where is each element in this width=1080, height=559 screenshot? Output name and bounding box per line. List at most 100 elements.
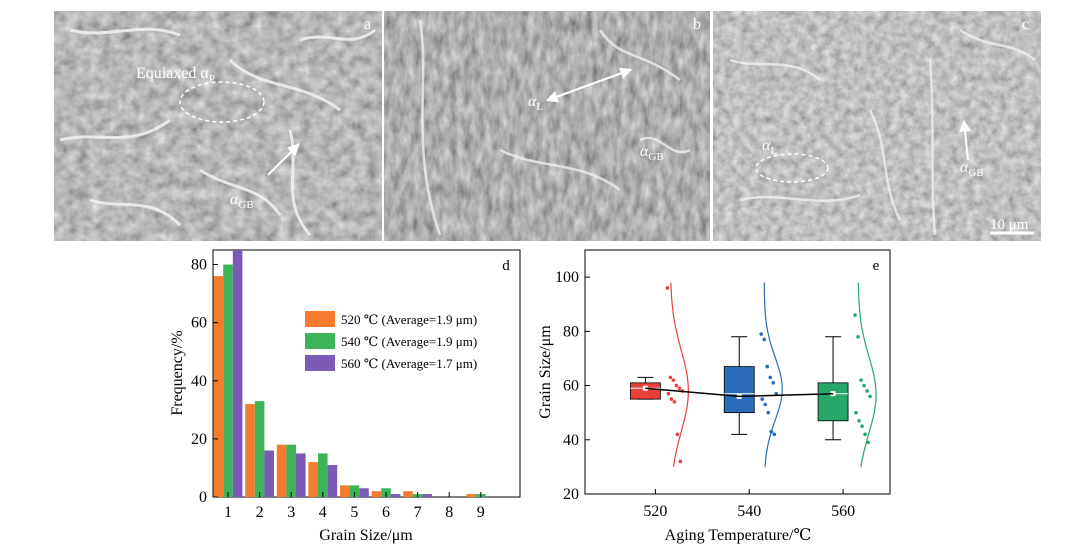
equiaxed-region-ellipse	[179, 81, 265, 123]
data-point	[865, 389, 869, 393]
bar-3-cat-7	[422, 494, 432, 497]
arrow-gb-c	[959, 119, 971, 161]
label-equiaxed-alpha-p: Equiaxed αP	[136, 65, 215, 85]
micrograph-a-boundaries	[59, 27, 376, 236]
legend-swatch-3	[305, 355, 335, 371]
x-tick-label: 560	[831, 503, 855, 520]
lath-region-ellipse	[755, 153, 829, 183]
data-point	[674, 383, 679, 388]
x-tick-label: 9	[477, 504, 485, 521]
bar-1-cat-9	[466, 494, 476, 497]
bar-3-cat-1	[232, 250, 243, 497]
data-point	[665, 286, 670, 290]
micrograph-a: Equiaxed αP αGB a	[54, 11, 382, 241]
box-520	[629, 382, 661, 400]
chart-d-x-ticks: 1 2 3 4 5 6 7 8 9	[224, 492, 485, 521]
chart-grain-size-boxplot: 20 40 60 80 100 520 540 560 Aging Temperature/…	[537, 249, 891, 544]
distribution-curve	[857, 282, 877, 467]
bar-3-cat-3	[296, 453, 306, 497]
data-point	[671, 378, 676, 382]
chart-d-x-label: Grain Size/μm	[319, 527, 413, 544]
x-tick-label: 8	[445, 504, 453, 521]
bar-1-cat-2	[245, 404, 255, 497]
bar-3-cat-2	[264, 450, 274, 497]
bar-2-cat-2	[254, 401, 265, 497]
bar-2-cat-4	[318, 453, 328, 497]
scale-bar-label: 10 μm	[990, 217, 1029, 233]
bar-1-cat-1	[213, 276, 224, 497]
legend-swatch-1	[305, 311, 335, 327]
x-tick-label: 540	[737, 503, 761, 520]
y-tick-label: 40	[191, 373, 207, 390]
bar-1-cat-5	[340, 485, 350, 497]
chart-e-x-label: Aging Temperature/℃	[665, 527, 812, 544]
bar-3-cat-6	[390, 494, 401, 497]
y-tick-label: 60	[191, 315, 207, 332]
x-tick-label: 3	[287, 504, 295, 521]
data-point	[868, 394, 872, 399]
legend-label-3: 560 ℃ (Average=1.7 μm)	[341, 356, 477, 371]
chart-e-mean-line	[645, 387, 834, 398]
label-alpha-gb-c: αGB	[960, 159, 984, 179]
data-point	[859, 378, 863, 382]
legend-label-2: 540 ℃ (Average=1.9 μm)	[341, 334, 477, 349]
data-point	[668, 375, 673, 380]
data-point	[763, 402, 768, 407]
bar-1-cat-6	[371, 491, 382, 497]
x-tick-label: 2	[256, 504, 264, 521]
panel-letter-c: c	[1022, 16, 1029, 33]
panel-letter-d: d	[502, 258, 510, 274]
data-point	[857, 419, 861, 423]
micrograph-b-boundaries	[418, 19, 691, 236]
data-point	[760, 397, 765, 401]
box-group-560	[817, 282, 877, 467]
bar-2-cat-1	[223, 264, 233, 497]
box-560	[817, 382, 849, 422]
data-point	[669, 397, 674, 401]
chart-e-y-ticks: 20 40 60 80 100	[555, 269, 590, 503]
bar-1-cat-3	[276, 444, 287, 497]
y-tick-label: 40	[563, 432, 579, 449]
x-tick-label: 520	[643, 503, 667, 520]
chart-e-groups	[629, 282, 877, 467]
bar-1-cat-4	[308, 462, 318, 497]
micrograph-c: αL αGB 10 μm c	[713, 11, 1041, 241]
distribution-curve	[763, 282, 783, 467]
y-tick-label: 100	[555, 269, 579, 286]
y-tick-label: 20	[191, 431, 207, 448]
bar-2-cat-3	[286, 444, 296, 497]
micrograph-b-texture	[384, 11, 710, 241]
x-tick-label: 5	[350, 504, 358, 521]
legend-swatch-2	[305, 333, 335, 349]
panel-letter-e: e	[873, 258, 880, 274]
x-tick-label: 7	[414, 504, 422, 521]
bar-3-cat-4	[327, 465, 338, 497]
y-tick-label: 60	[563, 378, 579, 395]
distribution-curve	[670, 282, 690, 467]
data-point	[765, 364, 770, 369]
arrow-gb-a	[267, 143, 300, 176]
legend-label-1: 520 ℃ (Average=1.9 μm)	[341, 312, 477, 327]
data-point	[762, 337, 767, 342]
bar-1-cat-7	[403, 491, 413, 497]
label-alpha-l-c: αL	[762, 137, 777, 157]
data-point	[675, 432, 680, 437]
data-point	[856, 334, 860, 339]
box-group-520	[629, 282, 690, 467]
micrograph-c-boundaries	[729, 28, 1036, 236]
label-alpha-l-b: αL	[528, 93, 543, 113]
micrograph-a-texture	[54, 11, 382, 241]
y-tick-label: 20	[563, 486, 579, 503]
chart-e-frame	[584, 249, 891, 495]
x-tick-label: 1	[224, 504, 232, 521]
box-540	[723, 366, 755, 414]
bar-2-cat-5	[349, 485, 360, 497]
data-point	[771, 381, 776, 385]
x-tick-label: 6	[382, 504, 390, 521]
micrograph-b: αL αGB b	[384, 11, 710, 241]
data-point	[678, 459, 683, 464]
chart-d-bars	[213, 250, 486, 497]
panel-letter-b: b	[693, 16, 701, 33]
data-point	[772, 432, 777, 437]
